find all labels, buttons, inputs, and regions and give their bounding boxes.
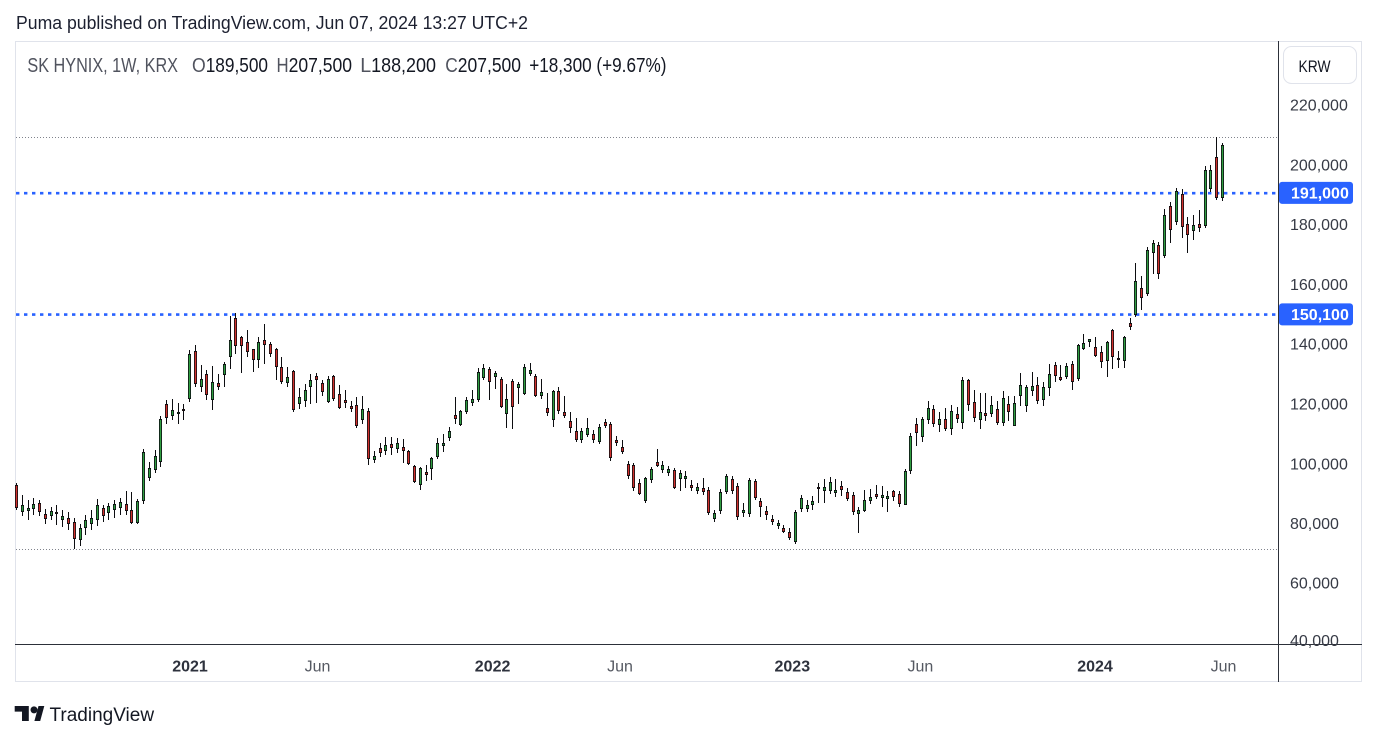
svg-text:200,000: 200,000 — [1290, 157, 1348, 174]
svg-text:40,000: 40,000 — [1290, 633, 1339, 650]
svg-text:189,500: 189,500 — [206, 55, 268, 77]
svg-text:188,200: 188,200 — [371, 55, 436, 77]
svg-text:207,500: 207,500 — [458, 55, 521, 77]
svg-text:220,000: 220,000 — [1290, 98, 1348, 115]
svg-text:207,500: 207,500 — [289, 55, 352, 77]
svg-text:Puma published on TradingView.: Puma published on TradingView.com, Jun 0… — [16, 13, 528, 33]
svg-text:2023: 2023 — [775, 659, 811, 676]
svg-text:191,000: 191,000 — [1291, 186, 1349, 203]
svg-text:60,000: 60,000 — [1290, 576, 1339, 593]
svg-text:Jun: Jun — [1211, 659, 1237, 676]
svg-text:2024: 2024 — [1077, 659, 1113, 676]
svg-text:2021: 2021 — [172, 659, 208, 676]
svg-text:160,000: 160,000 — [1290, 277, 1348, 294]
svg-text:100,000: 100,000 — [1290, 456, 1348, 473]
svg-text:80,000: 80,000 — [1290, 516, 1339, 533]
svg-text:L: L — [360, 55, 371, 77]
svg-text:TradingView: TradingView — [50, 705, 155, 726]
svg-text:2022: 2022 — [475, 659, 511, 676]
svg-text:O: O — [192, 55, 206, 77]
svg-text:180,000: 180,000 — [1290, 217, 1348, 234]
svg-text:150,100: 150,100 — [1291, 307, 1349, 324]
svg-text:H: H — [277, 55, 289, 77]
svg-text:Jun: Jun — [607, 659, 633, 676]
svg-text:+18,300 (+9.67%): +18,300 (+9.67%) — [529, 55, 666, 77]
svg-text:C: C — [445, 55, 458, 77]
svg-text:Jun: Jun — [908, 659, 934, 676]
svg-text:Jun: Jun — [305, 659, 331, 676]
svg-text:140,000: 140,000 — [1290, 337, 1348, 354]
svg-text:120,000: 120,000 — [1290, 397, 1348, 414]
svg-text:KRW: KRW — [1299, 57, 1331, 76]
svg-text:SK HYNIX, 1W, KRX: SK HYNIX, 1W, KRX — [27, 55, 178, 77]
